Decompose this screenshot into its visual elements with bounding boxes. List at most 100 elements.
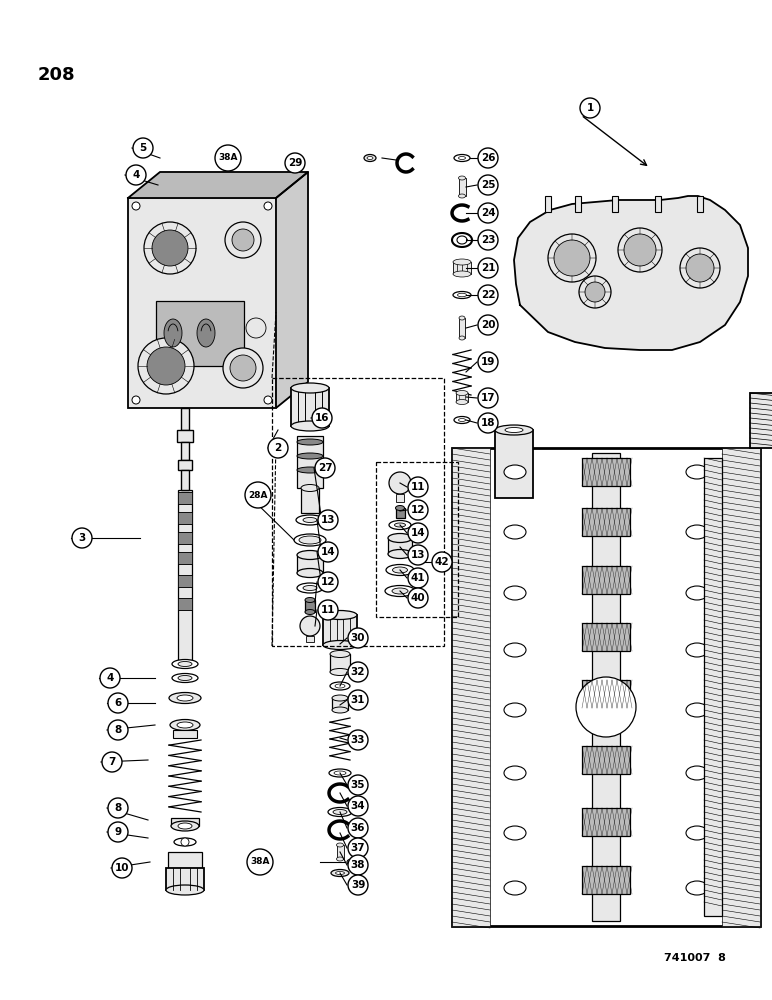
Ellipse shape xyxy=(330,650,350,658)
Circle shape xyxy=(318,542,338,562)
Circle shape xyxy=(389,472,411,494)
FancyBboxPatch shape xyxy=(582,623,630,651)
Ellipse shape xyxy=(296,515,324,525)
FancyBboxPatch shape xyxy=(178,575,192,587)
FancyBboxPatch shape xyxy=(181,408,189,430)
Ellipse shape xyxy=(686,586,708,600)
Text: 29: 29 xyxy=(288,158,302,168)
Ellipse shape xyxy=(164,319,182,347)
Circle shape xyxy=(108,693,128,713)
Ellipse shape xyxy=(392,567,408,573)
FancyBboxPatch shape xyxy=(704,458,722,916)
Text: 31: 31 xyxy=(350,695,365,705)
Ellipse shape xyxy=(297,568,323,578)
FancyBboxPatch shape xyxy=(332,698,348,710)
FancyBboxPatch shape xyxy=(582,566,630,594)
Circle shape xyxy=(478,175,498,195)
Circle shape xyxy=(133,138,153,158)
Ellipse shape xyxy=(169,692,201,704)
Circle shape xyxy=(624,234,656,266)
FancyBboxPatch shape xyxy=(173,730,197,738)
Circle shape xyxy=(478,352,498,372)
Text: 208: 208 xyxy=(38,66,76,84)
Circle shape xyxy=(300,616,320,636)
Ellipse shape xyxy=(297,467,323,473)
Circle shape xyxy=(264,396,272,404)
Ellipse shape xyxy=(297,453,323,459)
FancyBboxPatch shape xyxy=(655,196,661,212)
Circle shape xyxy=(348,690,368,710)
Ellipse shape xyxy=(299,536,321,544)
Ellipse shape xyxy=(459,336,465,340)
Ellipse shape xyxy=(330,668,350,676)
Circle shape xyxy=(268,438,288,458)
FancyBboxPatch shape xyxy=(612,196,618,212)
Text: 4: 4 xyxy=(132,170,140,180)
Ellipse shape xyxy=(686,703,708,717)
FancyBboxPatch shape xyxy=(453,262,471,274)
FancyBboxPatch shape xyxy=(297,436,323,488)
Text: 36: 36 xyxy=(350,823,365,833)
Circle shape xyxy=(315,458,335,478)
Ellipse shape xyxy=(504,881,526,895)
Text: 26: 26 xyxy=(481,153,496,163)
Ellipse shape xyxy=(456,390,468,395)
Ellipse shape xyxy=(297,550,323,560)
Ellipse shape xyxy=(197,319,215,347)
Circle shape xyxy=(264,202,272,210)
Circle shape xyxy=(108,822,128,842)
FancyBboxPatch shape xyxy=(128,198,276,408)
Ellipse shape xyxy=(347,859,357,865)
Ellipse shape xyxy=(459,194,466,198)
FancyBboxPatch shape xyxy=(306,636,314,642)
Ellipse shape xyxy=(364,154,376,161)
FancyBboxPatch shape xyxy=(178,492,192,504)
FancyBboxPatch shape xyxy=(452,448,760,926)
Text: 1: 1 xyxy=(587,103,594,113)
FancyBboxPatch shape xyxy=(582,458,630,486)
Circle shape xyxy=(585,282,605,302)
FancyBboxPatch shape xyxy=(582,746,630,774)
Ellipse shape xyxy=(459,156,466,159)
FancyBboxPatch shape xyxy=(337,845,344,859)
Ellipse shape xyxy=(170,720,200,730)
Ellipse shape xyxy=(336,871,344,874)
Ellipse shape xyxy=(367,156,373,159)
Text: 3: 3 xyxy=(79,533,86,543)
Circle shape xyxy=(215,145,241,171)
Ellipse shape xyxy=(177,722,193,728)
Ellipse shape xyxy=(297,439,323,445)
Circle shape xyxy=(478,388,498,408)
Ellipse shape xyxy=(394,523,405,527)
Circle shape xyxy=(181,838,189,846)
Circle shape xyxy=(147,347,185,385)
FancyBboxPatch shape xyxy=(456,393,468,402)
FancyBboxPatch shape xyxy=(297,555,323,573)
Text: 23: 23 xyxy=(481,235,496,245)
FancyBboxPatch shape xyxy=(396,494,404,502)
Circle shape xyxy=(348,855,368,875)
Text: 16: 16 xyxy=(315,413,329,423)
FancyBboxPatch shape xyxy=(166,868,204,890)
FancyBboxPatch shape xyxy=(452,448,490,926)
Ellipse shape xyxy=(686,465,708,479)
Circle shape xyxy=(312,408,332,428)
FancyBboxPatch shape xyxy=(305,600,315,612)
Circle shape xyxy=(230,355,256,381)
Ellipse shape xyxy=(328,808,352,816)
Ellipse shape xyxy=(178,662,192,666)
Ellipse shape xyxy=(305,609,315,614)
Text: 37: 37 xyxy=(350,843,365,853)
Ellipse shape xyxy=(301,485,319,491)
FancyBboxPatch shape xyxy=(388,538,412,554)
FancyBboxPatch shape xyxy=(178,512,192,524)
Text: 27: 27 xyxy=(318,463,332,473)
Ellipse shape xyxy=(323,610,357,619)
Ellipse shape xyxy=(388,534,412,542)
Text: 8: 8 xyxy=(114,725,122,735)
Circle shape xyxy=(408,588,428,608)
Text: 10: 10 xyxy=(115,863,129,873)
Text: 33: 33 xyxy=(350,735,365,745)
Ellipse shape xyxy=(459,418,466,422)
Circle shape xyxy=(579,276,611,308)
